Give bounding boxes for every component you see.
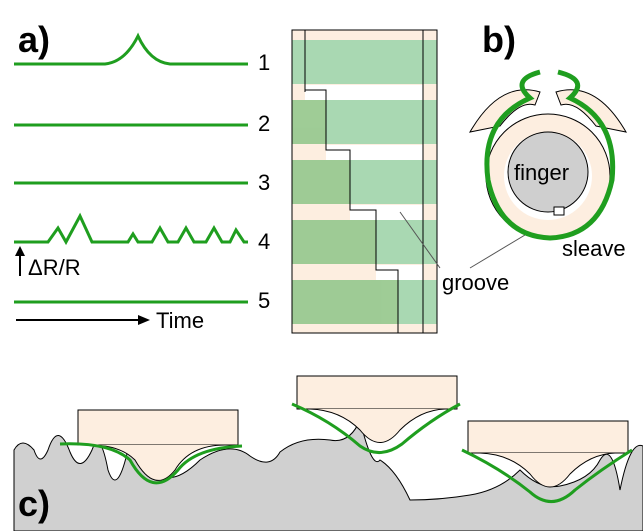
trace-label: 5 [258, 288, 270, 313]
groove-label: groove [442, 270, 509, 295]
sleeve-label: sleave [562, 236, 626, 261]
surface-diagram [14, 376, 643, 531]
figure: a) 1 2 3 4 5 ΔR/R Time groove [0, 0, 643, 531]
axis-label: Time [156, 308, 204, 333]
trace-label: 2 [258, 111, 270, 136]
panel-label: a) [18, 19, 50, 60]
sleeve-diagram [470, 72, 626, 238]
trace [14, 216, 248, 242]
trace-label: 1 [258, 50, 270, 75]
finger-label: finger [514, 160, 569, 185]
panel-label: c) [18, 483, 50, 524]
panel-label: b) [482, 19, 516, 60]
axis-label: ΔR/R [28, 255, 81, 280]
trace-label: 3 [258, 170, 270, 195]
trace-label: 4 [258, 229, 270, 254]
